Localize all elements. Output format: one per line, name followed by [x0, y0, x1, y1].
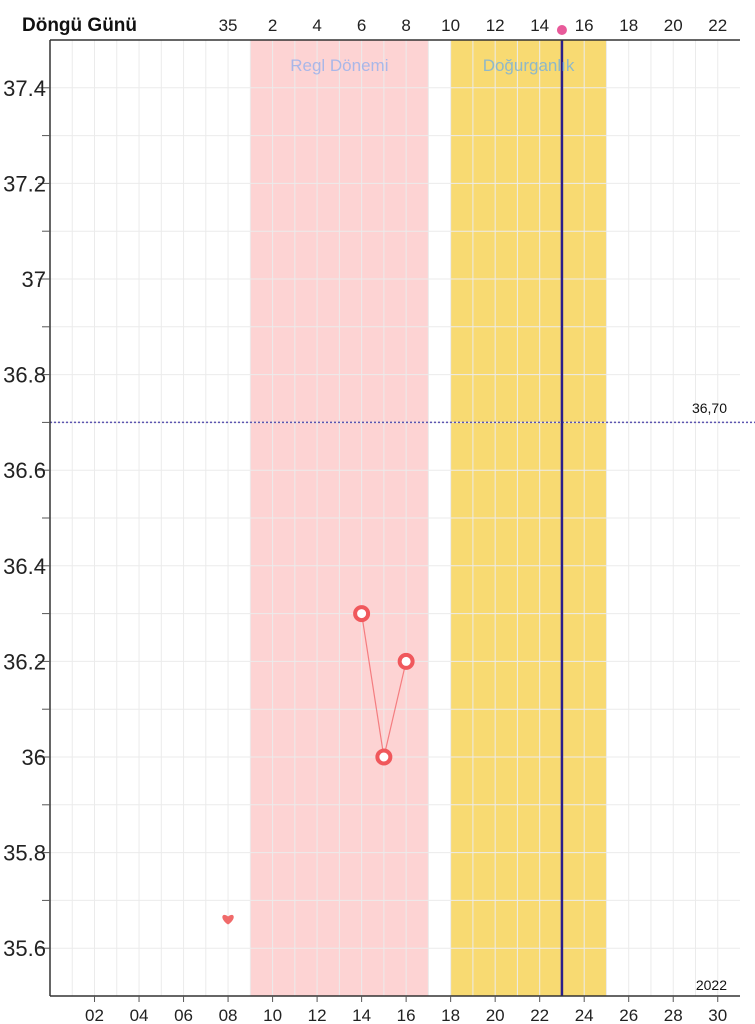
x-tick-label: 06	[174, 1006, 193, 1024]
y-tick-label: 36.4	[3, 554, 46, 579]
cycle-tick-label: 35	[219, 16, 238, 35]
cycle-axis-title: Döngü Günü	[22, 15, 137, 36]
y-tick-label: 37.2	[3, 171, 46, 196]
cycle-tick-label: 14	[530, 16, 549, 35]
heart-icon	[222, 914, 234, 925]
y-tick-label: 37.4	[3, 76, 46, 101]
x-tick-label: 08	[219, 1006, 238, 1024]
x-tick-label: 02	[85, 1006, 104, 1024]
series-layer	[222, 605, 415, 925]
cycle-tick-label: 16	[575, 16, 594, 35]
cycle-tick-label: 2	[268, 16, 277, 35]
cycle-tick-label: 18	[619, 16, 638, 35]
x-tick-label: 24	[575, 1006, 594, 1024]
axes-layer	[38, 39, 740, 1002]
cycle-tick-label: 20	[664, 16, 683, 35]
y-tick-label: 36.8	[3, 363, 46, 388]
data-point	[353, 605, 371, 623]
reference-layer	[50, 25, 755, 996]
data-point	[375, 748, 393, 766]
x-tick-label: 12	[308, 1006, 327, 1024]
cycle-tick-label: 12	[486, 16, 505, 35]
x-tick-label: 30	[708, 1006, 727, 1024]
x-tick-label: 22	[530, 1006, 549, 1024]
x-tick-label: 16	[397, 1006, 416, 1024]
y-tick-label: 37	[22, 267, 46, 292]
y-tick-label: 35.8	[3, 841, 46, 866]
y-tick-label: 36	[22, 745, 46, 770]
cycle-tick-label: 6	[357, 16, 366, 35]
reference-line-label: 36,70	[692, 400, 727, 416]
cycle-tick-label: 4	[312, 16, 321, 35]
today-marker	[556, 25, 567, 35]
data-point	[397, 652, 415, 670]
cycle-tick-label: 22	[708, 16, 727, 35]
x-tick-label: 04	[130, 1006, 149, 1024]
x-tick-label: 18	[441, 1006, 460, 1024]
grid-layer	[50, 40, 740, 996]
x-tick-label: 20	[486, 1006, 505, 1024]
y-tick-label: 35.6	[3, 936, 46, 961]
year-label: 2022	[696, 977, 727, 993]
cycle-tick-label: 8	[401, 16, 410, 35]
x-tick-label: 26	[619, 1006, 638, 1024]
x-tick-label: 14	[352, 1006, 371, 1024]
cycle-tick-label: 10	[441, 16, 460, 35]
x-tick-label: 28	[664, 1006, 683, 1024]
y-tick-label: 36.2	[3, 649, 46, 674]
y-tick-label: 36.6	[3, 458, 46, 483]
band-label-fertility: Doğurganlık	[483, 56, 575, 75]
x-tick-label: 10	[263, 1006, 282, 1024]
labels-layer: 35.6 35.8 36 36.2 36.4 36.6 36.8 37 37.2 37.4 02 04…	[3, 16, 727, 1024]
band-label-regl: Regl Dönemi	[290, 56, 388, 75]
